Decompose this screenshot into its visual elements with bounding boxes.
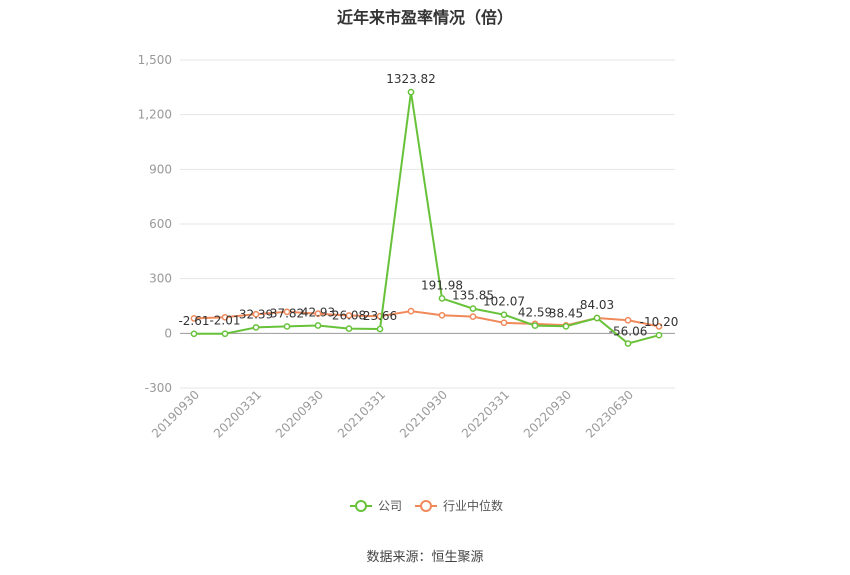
y-tick-label: -300 (145, 381, 172, 395)
data-label: 38.45 (549, 306, 583, 320)
legend-item-company: 公司 (350, 499, 402, 513)
data-point (252, 324, 260, 331)
legend-label: 公司 (378, 499, 402, 513)
data-point (376, 325, 384, 333)
data-point (252, 310, 260, 318)
data-point (562, 322, 570, 330)
data-label: 135.85 (452, 289, 494, 303)
data-point (221, 313, 229, 321)
data-label: -10.20 (640, 315, 679, 329)
data-point (500, 319, 508, 327)
data-point (407, 307, 415, 315)
data-label: 37.82 (270, 306, 304, 320)
y-tick-label: 1,500 (138, 53, 172, 67)
data-point (624, 340, 632, 347)
data-point (438, 311, 446, 319)
legend-swatch-marker (355, 500, 367, 512)
data-point (314, 310, 322, 318)
chart-title: 近年来市盈率情况（倍） (336, 8, 513, 27)
data-point (345, 312, 353, 319)
x-tick-label: 20220331 (459, 388, 512, 441)
x-axis-ticks: 20190930 20200331 20200930 20210331 20210930… (149, 388, 636, 441)
data-label: 26.08 (332, 309, 366, 323)
data-point (283, 308, 291, 316)
source-note: 数据来源：恒生聚源 (366, 550, 484, 565)
data-label: -56.06 (609, 325, 648, 339)
x-tick-label: 20210930 (397, 388, 450, 441)
data-point (345, 325, 353, 332)
y-tick-label: 900 (149, 162, 172, 176)
data-point (531, 322, 539, 329)
series-layer (190, 88, 663, 347)
data-label: 42.59 (518, 306, 552, 320)
data-point (469, 305, 477, 312)
x-tick-label: 20200930 (273, 388, 326, 441)
data-point (407, 88, 415, 96)
data-point (655, 331, 663, 339)
data-label: 1323.82 (386, 72, 436, 86)
y-tick-label: 0 (164, 326, 172, 340)
data-point (655, 323, 663, 330)
data-label: 102.07 (483, 295, 525, 309)
x-tick-label: 20210331 (335, 388, 388, 441)
data-point (190, 330, 198, 338)
data-point (314, 322, 322, 329)
data-point (469, 313, 477, 320)
data-label: 42.93 (301, 306, 335, 320)
grid-lines (180, 59, 675, 389)
data-point (593, 314, 601, 322)
legend-swatch-marker (420, 500, 432, 512)
series-line-company (193, 91, 660, 345)
data-label: 23.66 (363, 309, 397, 323)
data-label: 32.39 (239, 307, 273, 321)
data-point (438, 295, 446, 302)
y-tick-label: 300 (149, 272, 172, 286)
x-tick-label: 20230630 (583, 388, 636, 441)
y-tick-label: 600 (149, 217, 172, 231)
data-label: -2.01 (209, 314, 240, 328)
data-point (283, 323, 291, 330)
data-label: -2.61 (178, 314, 209, 328)
x-tick-label: 20200331 (211, 388, 264, 441)
x-tick-label: 20220930 (521, 388, 574, 441)
legend-label: 行业中位数 (443, 498, 503, 513)
y-tick-label: 1,200 (138, 108, 172, 122)
data-point (221, 330, 229, 338)
legend-item-industry-median: 行业中位数 (415, 498, 503, 513)
data-point (500, 311, 508, 319)
data-label: 84.03 (580, 298, 614, 312)
data-label: 191.98 (421, 278, 463, 292)
y-axis-ticks: -300 0 300 600 900 1,200 1,500 (138, 53, 172, 395)
x-tick-label: 20190930 (149, 388, 202, 441)
data-point (624, 316, 632, 324)
data-point (190, 315, 198, 322)
legend: 公司 行业中位数 (350, 498, 503, 513)
